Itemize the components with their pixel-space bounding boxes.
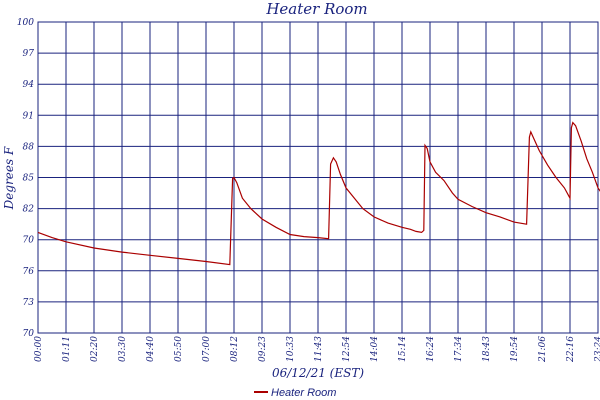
y-tick-label: 85 [23, 174, 35, 184]
x-tick-label: 10:33 [286, 336, 296, 362]
x-tick-label: 21:06 [538, 336, 548, 363]
y-tick-label: 76 [23, 267, 35, 277]
x-tick-label: 11:43 [314, 336, 324, 362]
x-tick-label: 03:30 [118, 336, 128, 362]
x-tick-label: 07:00 [202, 336, 212, 362]
x-axis-label: 06/12/21 (EST) [272, 366, 364, 380]
x-tick-label: 12:54 [342, 336, 352, 362]
x-tick-label: 23:24 [594, 336, 600, 363]
x-tick-label: 05:50 [174, 336, 184, 362]
y-tick-label: 94 [23, 80, 35, 90]
x-tick-label: 18:43 [482, 336, 492, 362]
y-axis-label: Degrees F [2, 146, 16, 210]
x-tick-label: 01:11 [62, 336, 72, 362]
y-tick-label: 73 [23, 298, 35, 308]
y-tick-label: 70 [23, 236, 35, 246]
chart-title: Heater Room [265, 0, 367, 18]
x-tick-label: 16:24 [426, 336, 436, 362]
x-tick-label: 00:00 [34, 336, 44, 362]
x-tick-label: 08:12 [230, 336, 240, 362]
x-tick-label: 02:20 [90, 336, 100, 362]
y-tick-labels: 70 73 76 70 82 85 88 91 94 97 100 [17, 18, 34, 339]
y-tick-label: 100 [17, 18, 34, 28]
x-tick-label: 04:40 [146, 336, 156, 362]
plot-grid [37, 21, 599, 334]
x-tick-label: 19:54 [510, 336, 520, 362]
x-tick-label: 15:14 [398, 336, 408, 362]
x-tick-label: 22:16 [566, 336, 576, 363]
y-tick-label: 97 [23, 49, 35, 59]
x-tick-label: 17:34 [454, 336, 464, 362]
y-tick-label: 91 [23, 111, 34, 121]
y-tick-label: 88 [23, 142, 35, 152]
x-tick-labels: 00:00 01:11 02:20 03:30 04:40 05:50 07:00 08:12… [34, 336, 600, 363]
heater-room-line [37, 121, 600, 266]
x-tick-label: 09:23 [258, 336, 268, 362]
y-tick-label: 82 [23, 205, 35, 215]
x-tick-label: 14:04 [370, 336, 380, 362]
y-tick-label: 70 [23, 329, 35, 339]
legend-label: Heater Room [271, 387, 336, 399]
